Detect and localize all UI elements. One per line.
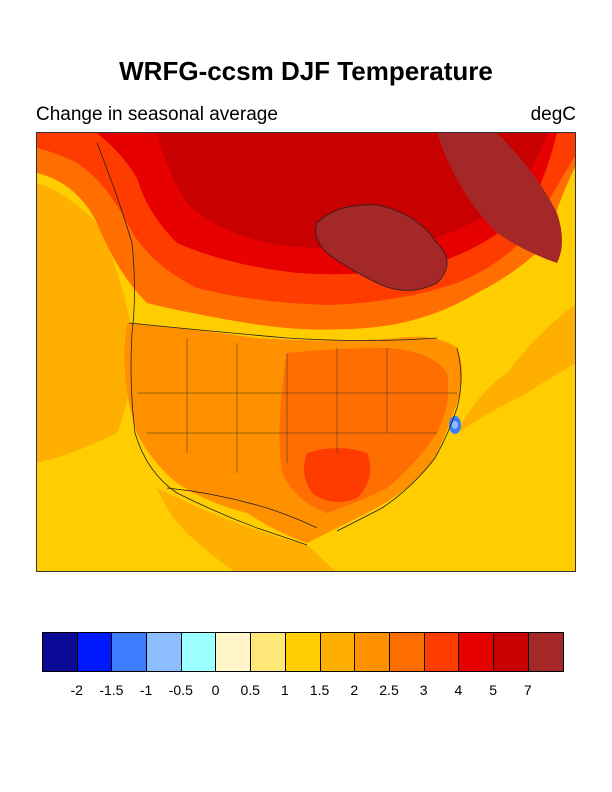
colorbar-tick-label: -0.5	[168, 682, 193, 698]
colorbar-tick-label: 5	[489, 682, 497, 698]
colorbar-tick-label: 4	[454, 682, 463, 698]
hudson-bay	[315, 204, 447, 291]
colorbar-tick-label: 0	[211, 682, 220, 698]
colorbar-tick-label: 2	[350, 682, 359, 698]
atlantic-warm-band	[457, 304, 575, 433]
colorbar-box	[251, 633, 286, 671]
units-label: degC	[530, 104, 576, 125]
texas-warm	[303, 448, 371, 502]
colorbar-tick-label: 3	[419, 682, 428, 698]
baffin-max	[437, 133, 562, 263]
pacific-warm-band	[37, 183, 133, 463]
colorbar-tick-label: 0.5	[240, 682, 260, 698]
cold-anomaly-core	[452, 421, 458, 429]
state-borders	[137, 338, 457, 473]
us-mexico-border	[166, 487, 318, 529]
east-coastline	[336, 347, 462, 532]
colorbar-box	[493, 633, 529, 671]
map-title: WRFG-ccsm DJF Temperature	[119, 56, 493, 86]
colorbar-box	[355, 633, 390, 671]
colorbar-box	[320, 633, 356, 671]
colorbar-box	[181, 633, 217, 671]
colorbar-box	[77, 633, 113, 671]
map-canvas	[37, 133, 575, 571]
colorbar	[42, 632, 565, 672]
colorbar-box	[112, 633, 148, 671]
colorbar-box	[389, 633, 425, 671]
colorbar-tick-label: 1	[280, 682, 289, 698]
colorbar-box	[285, 633, 321, 671]
colorbar-box	[147, 633, 182, 671]
colorbar-tick-label: 1.5	[309, 682, 330, 698]
mexico-land	[157, 488, 335, 571]
colorbar-box	[424, 633, 460, 671]
west-coastline	[96, 142, 308, 546]
colorbar-tick-label: -1	[139, 682, 153, 698]
colorbar-box	[216, 633, 252, 671]
colorbar-tick-label: -2	[70, 682, 83, 698]
temperature-map	[36, 132, 576, 572]
colorbar-box	[459, 633, 494, 671]
map-subtitle: Change in seasonal average	[36, 104, 278, 125]
colorbar-tick-label: 2.5	[379, 682, 399, 698]
us-canada-border	[128, 322, 438, 341]
colorbar-ticks: -2 -1.5 -1 -0.5 0 0.5 1 1.5 2 2.5 3 4 5 7	[0, 682, 612, 702]
hudson-coastline	[315, 204, 448, 291]
colorbar-box	[528, 633, 564, 671]
colorbar-tick-label: 7	[523, 682, 532, 698]
colorbar-tick-label: -1.5	[99, 682, 124, 698]
colorbar-box	[43, 633, 78, 671]
